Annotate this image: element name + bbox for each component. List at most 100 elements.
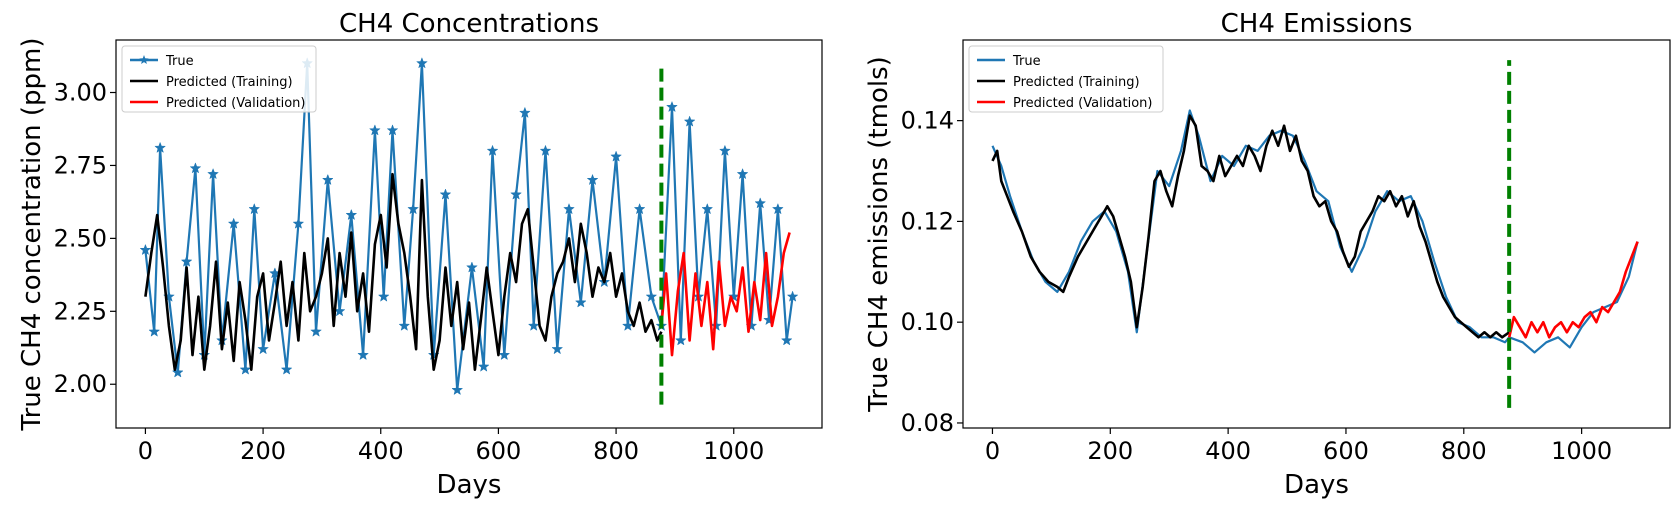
data-point [754,197,767,209]
legend-label-1: Predicted (Training) [1013,75,1140,90]
data-point [154,141,167,153]
x-tick-label: 600 [1323,437,1369,465]
series-line-2 [660,232,791,357]
x-tick-label: 1000 [1551,437,1612,465]
data-point [780,334,793,346]
data-point [477,360,490,372]
x-axis-label: Days [437,470,502,500]
data-point [310,325,323,337]
data-point [666,100,678,113]
x-tick-label: 200 [240,437,286,465]
legend-label-2: Predicted (Validation) [1013,96,1153,111]
y-tick-label: 0.14 [901,107,954,135]
axes-frame [115,39,823,429]
data-point [207,167,219,180]
x-tick-label: 600 [476,437,522,465]
data-point [574,296,587,308]
legend-box [968,45,1164,113]
data-point [180,255,193,267]
data-point [416,57,428,69]
x-tick-label: 200 [1087,437,1133,465]
data-point [148,325,161,337]
data-point [248,202,261,215]
legend-marker [139,55,149,64]
data-point [736,167,749,180]
data-point [551,342,564,355]
series-group [139,57,799,396]
series-line-1 [991,114,1510,339]
data-point [586,173,599,186]
data-point [345,208,358,221]
legend-box [121,45,317,113]
x-tick-label: 0 [985,437,1000,465]
data-point [466,261,478,273]
data-point [451,383,464,396]
data-point [321,173,334,186]
chart-emis: CH4 Emissions 0 200 400 600 800 1000 0.08 0.10 0.… [864,9,1671,500]
data-point [292,217,305,229]
data-point [610,150,622,162]
data-point [786,290,799,302]
legend-label-2: Predicted (Validation) [166,96,306,111]
data-point [645,290,658,302]
data-point [510,188,522,200]
x-tick-label: 400 [1205,437,1251,465]
data-point [486,144,499,156]
data-point [519,106,531,118]
y-tick-label: 0.08 [901,409,954,437]
data-point [633,202,646,215]
data-point [498,348,511,361]
x-tick-label: 0 [138,437,153,465]
chart-title: CH4 Emissions [1221,9,1413,39]
x-tick-label: 400 [358,437,404,465]
x-tick-label: 800 [1441,437,1487,465]
series-line-2 [1507,241,1639,339]
y-tick-label: 3.00 [54,79,107,107]
data-point [683,115,696,127]
data-point [377,290,390,302]
data-point [719,144,731,156]
y-axis-label: True CH4 concentration (ppm) [17,38,47,432]
legend: True Predicted (Training) Predicted (Valid… [121,45,317,113]
legend-label-0: True [1012,54,1041,69]
chart-title: CH4 Concentrations [339,9,599,39]
series-group [991,109,1639,354]
data-point [439,188,452,200]
data-point [539,144,552,156]
data-point [563,202,575,215]
y-axis-label: True CH4 emissions (tmols) [864,56,894,413]
data-point [239,363,252,375]
series-line-1 [144,172,663,372]
y-tick-label: 2.00 [54,370,107,398]
data-point [368,124,381,136]
data-point [189,162,202,174]
y-tick-label: 2.25 [54,297,107,325]
data-point [674,334,687,346]
series-line-0 [991,109,1639,354]
y-tick-label: 2.50 [54,224,107,252]
legend-label-1: Predicted (Training) [166,75,293,90]
data-point [386,124,399,136]
x-tick-label: 800 [593,437,639,465]
legend-label-0: True [165,54,194,69]
data-point [527,319,540,331]
y-tick-label: 0.12 [901,207,954,235]
legend: True Predicted (Training) Predicted (Valid… [968,45,1164,113]
axes-frame [962,39,1671,429]
y-tick-label: 0.10 [901,308,954,336]
chart-conc: CH4 Concentrations 0 200 400 600 800 1000 2.00 2… [17,9,823,500]
data-point [771,202,784,215]
data-point [227,217,240,229]
x-tick-label: 1000 [703,437,764,465]
data-point [280,363,293,375]
data-point [257,342,269,355]
data-point [139,243,152,256]
data-point [171,366,184,378]
data-point [398,319,411,331]
x-axis-label: Days [1284,470,1349,500]
data-point [701,202,714,215]
data-point [407,202,419,215]
data-point [357,348,369,361]
y-tick-label: 2.75 [54,151,107,179]
